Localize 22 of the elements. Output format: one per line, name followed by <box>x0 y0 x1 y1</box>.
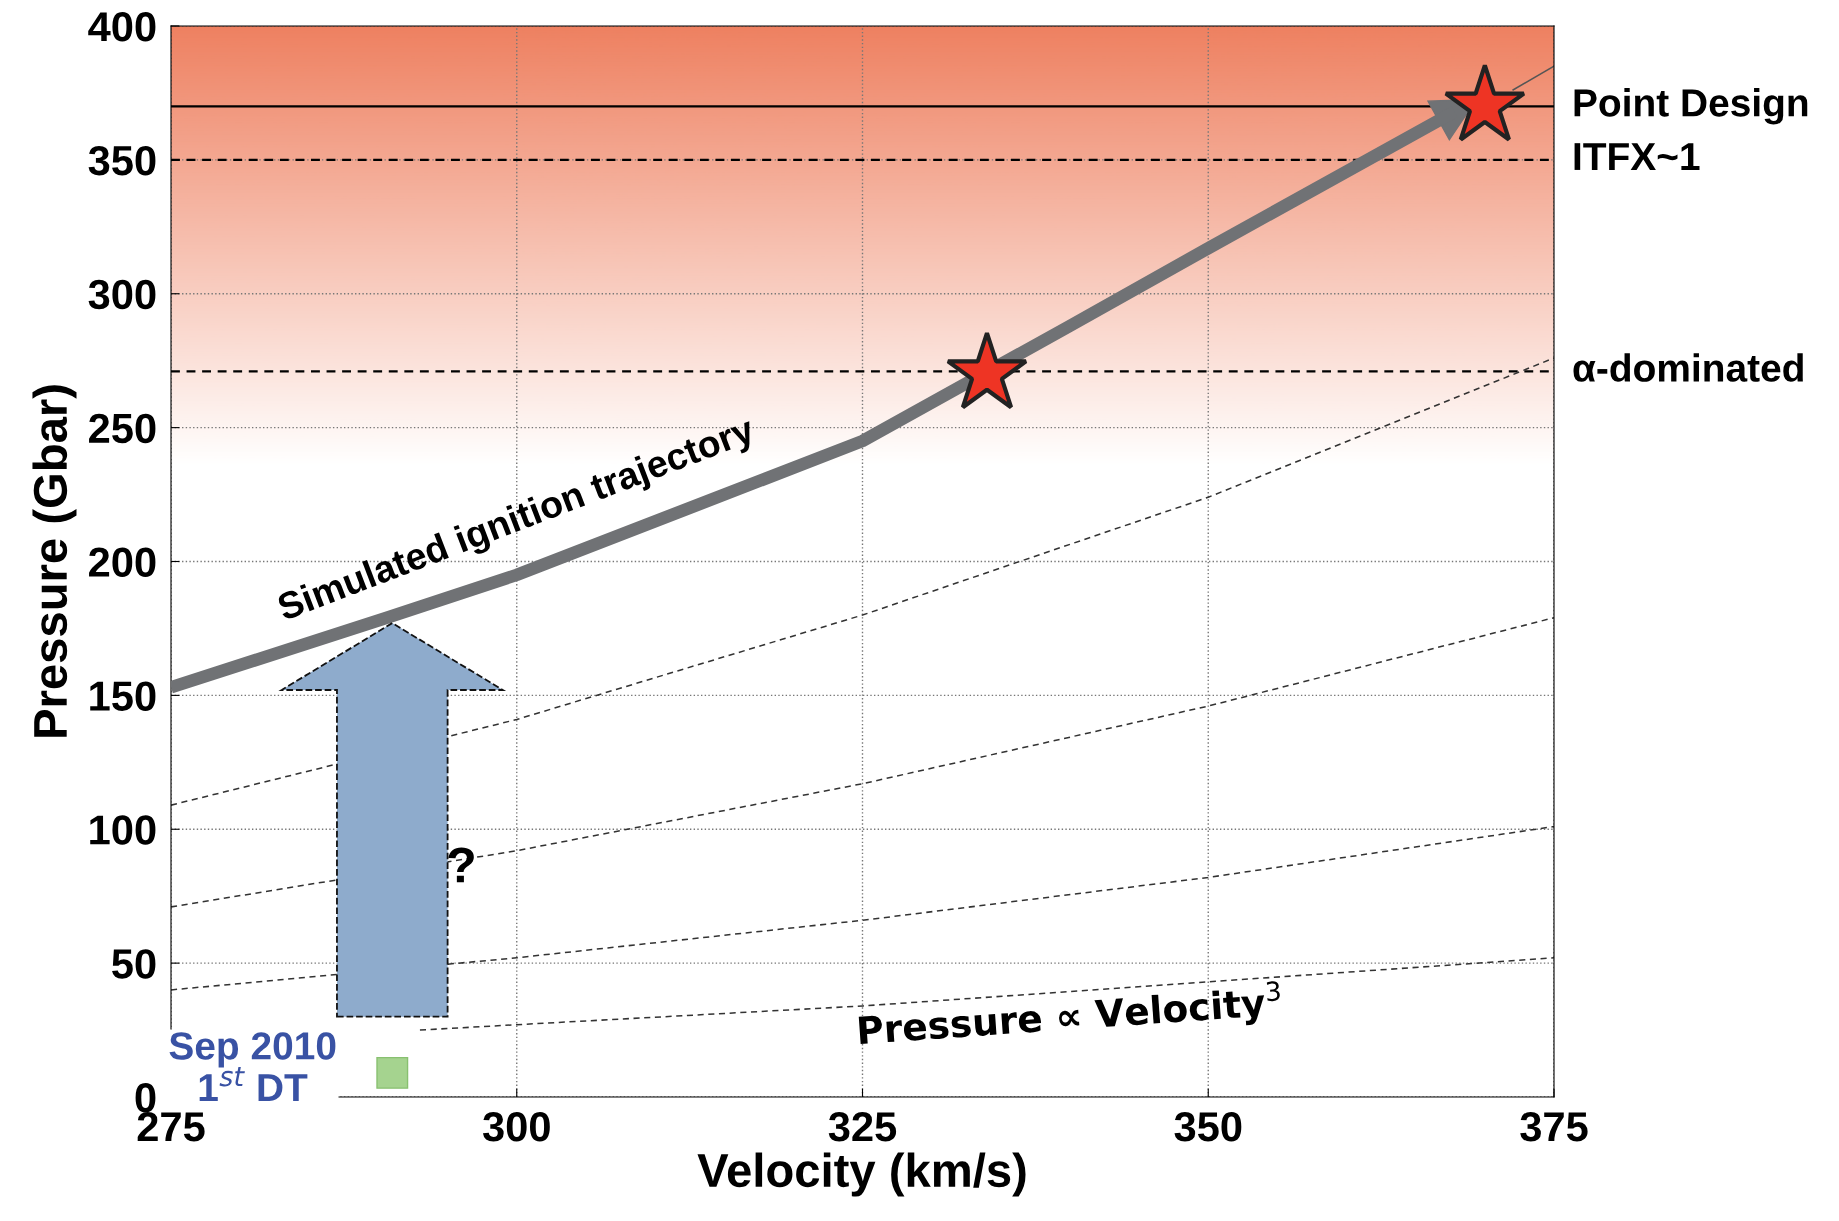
x-tick-label: 375 <box>1520 1111 1588 1142</box>
x-tick-label: 325 <box>828 1111 897 1142</box>
y-tick-label: 0 <box>135 1083 156 1113</box>
y-tick-label: 350 <box>88 145 156 176</box>
ref-line-label: Point Design <box>1574 88 1808 125</box>
ref-line-label: ITFX~1 <box>1574 143 1700 170</box>
y-tick-label: 300 <box>88 279 156 310</box>
annotation: Pressure ∝ Velocity$^{3}$ <box>858 980 1282 1053</box>
y-tick-label: 200 <box>89 547 156 578</box>
y-axis-title: Pressure (Gbar) <box>32 385 77 737</box>
annotation: Sep 2010 1$^{st}$ DT <box>169 1032 336 1102</box>
x-tick-label: 350 <box>1174 1111 1242 1142</box>
x-tick-label: 275 <box>137 1111 205 1142</box>
y-tick-label: 400 <box>88 12 156 42</box>
y-tick-label: 100 <box>90 815 156 845</box>
ref-line-label: α-dominated <box>1573 353 1803 382</box>
annotation: ? <box>448 847 474 883</box>
y-tick-label: 50 <box>112 949 156 979</box>
y-tick-label: 250 <box>89 413 156 444</box>
y-tick-label: 150 <box>90 681 156 711</box>
x-axis-title: Velocity (km/s) <box>697 1152 1026 1197</box>
x-tick-label: 300 <box>482 1111 550 1142</box>
